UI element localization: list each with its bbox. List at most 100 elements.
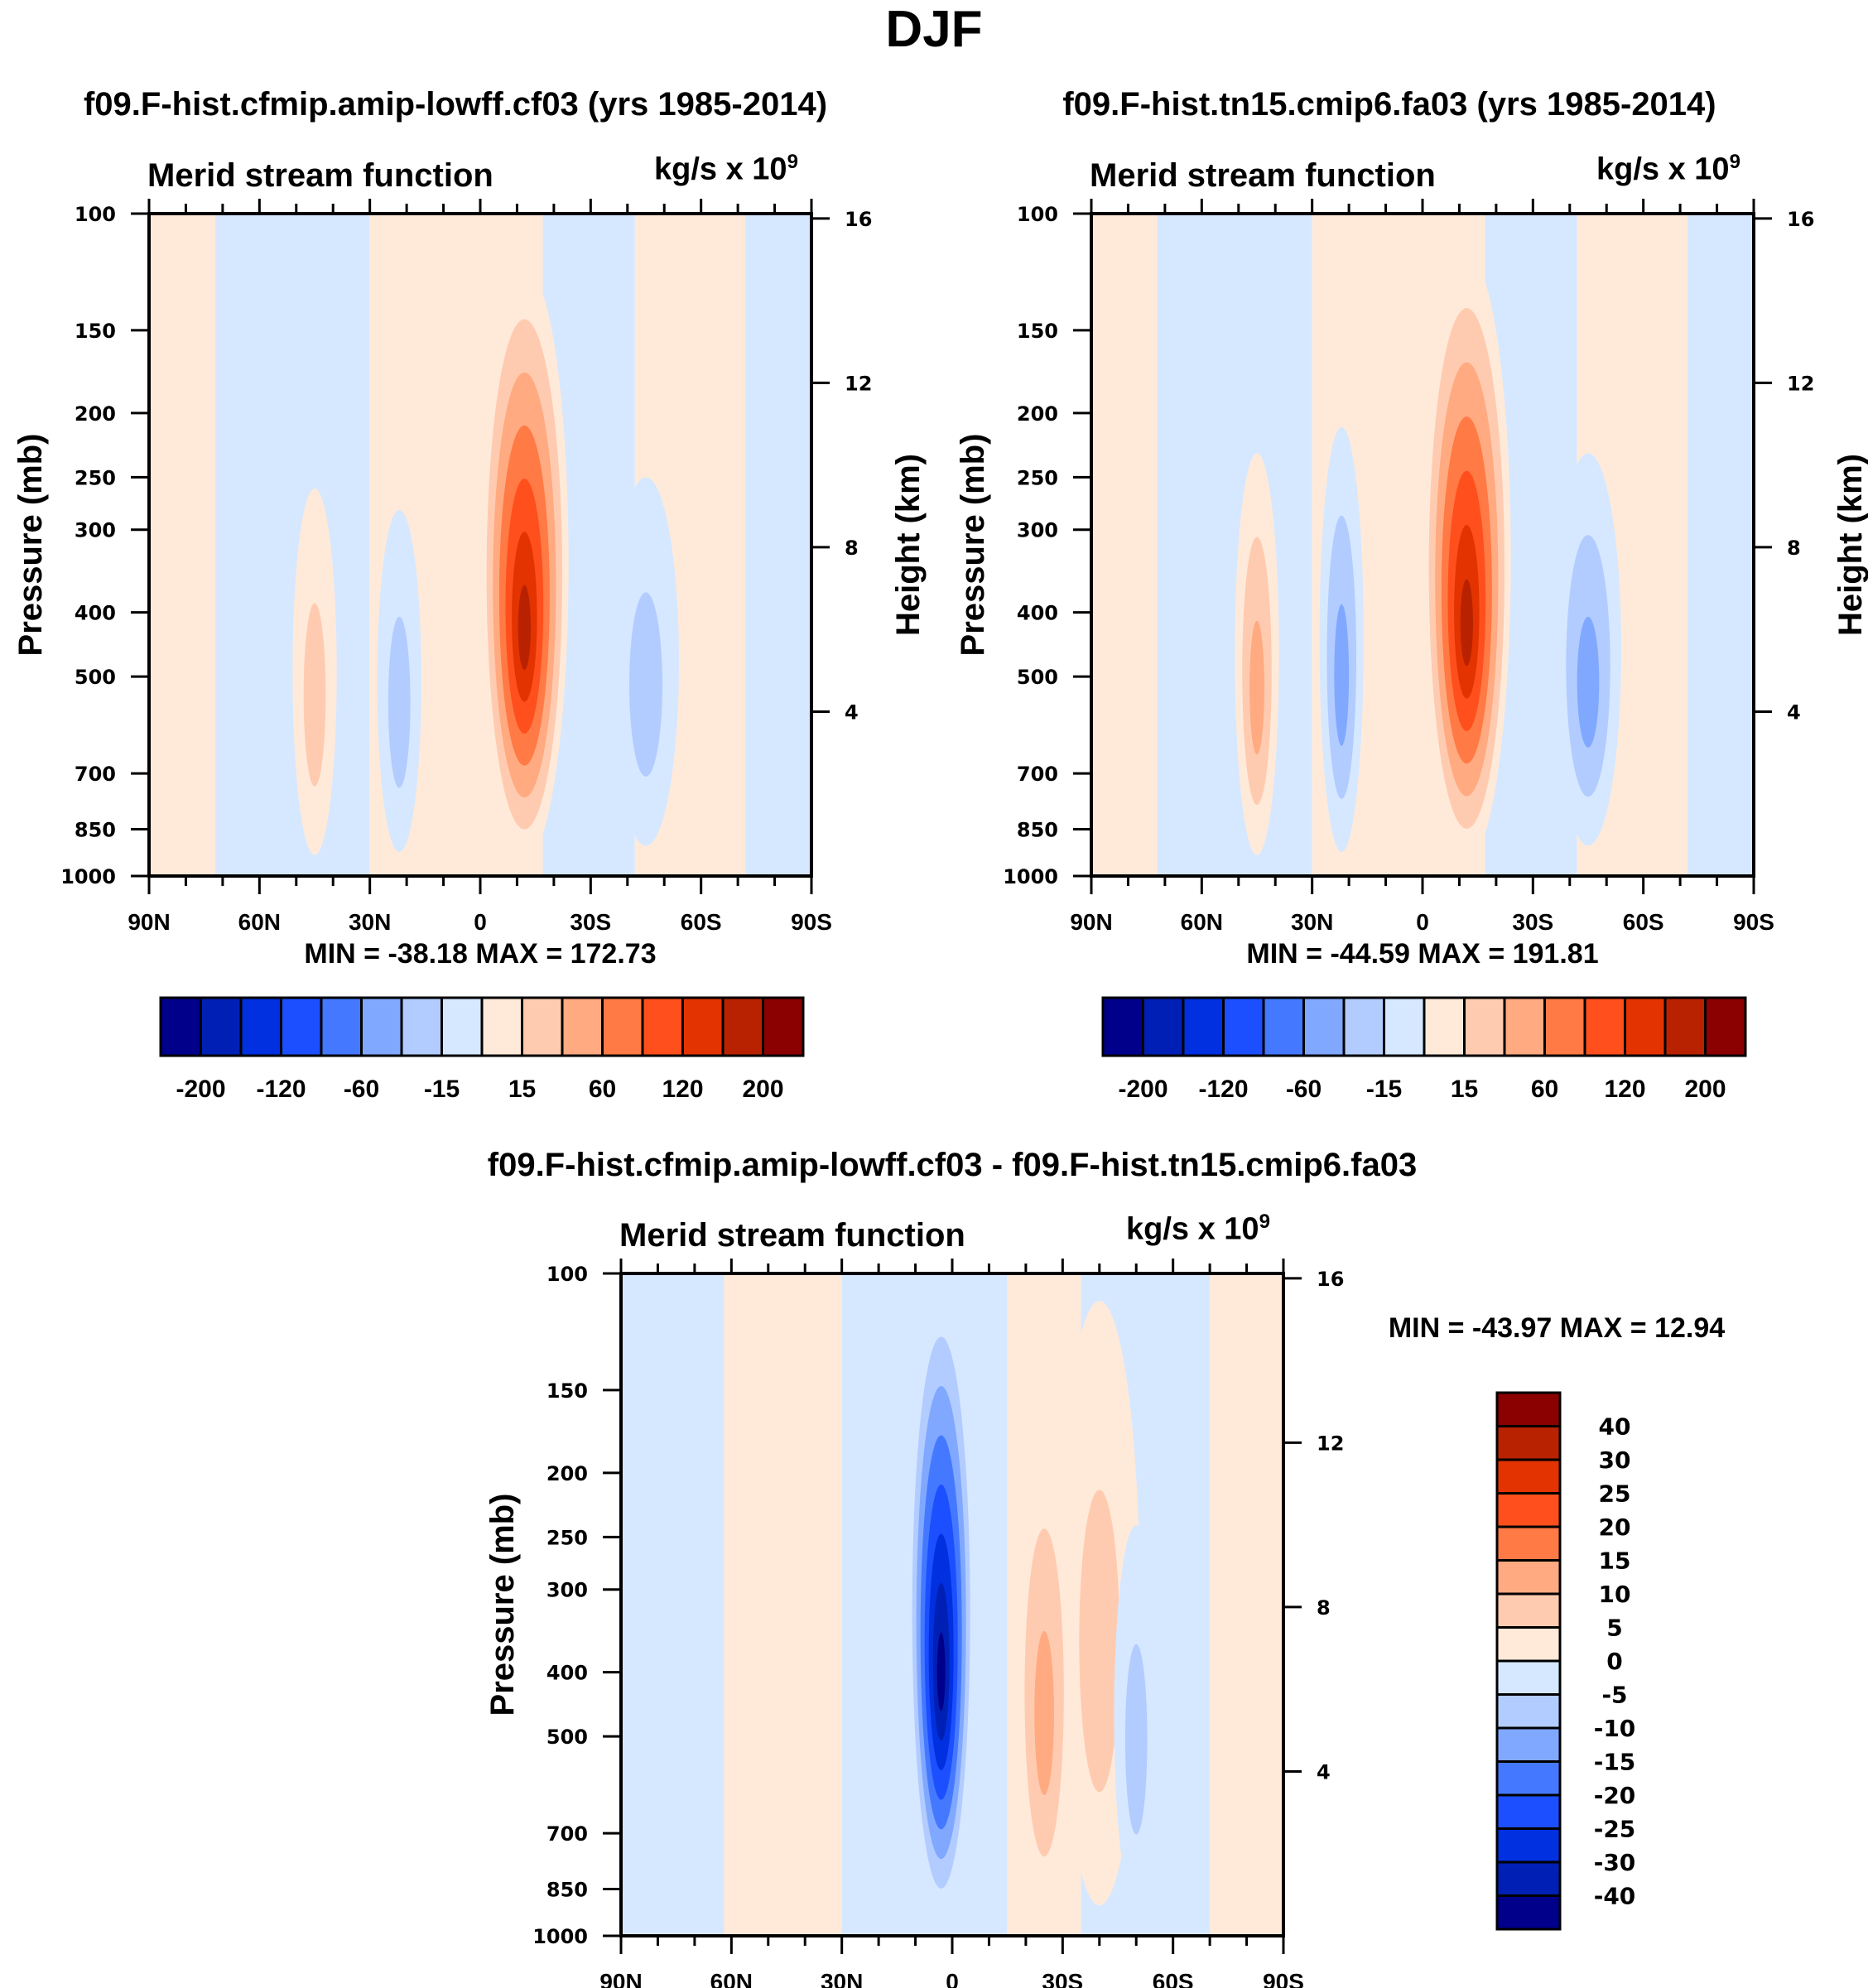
colorbar-label: 200: [742, 1076, 783, 1103]
y-tick-label: 250: [75, 466, 116, 489]
y-tick-label: 300: [1017, 519, 1058, 542]
colorbar-label: 30: [1599, 1446, 1631, 1474]
y-tick-label: 100: [75, 203, 116, 226]
sh-positive-band-contour: [1034, 1630, 1054, 1795]
x-tick-label: 30S: [1042, 1969, 1083, 1988]
y-tick-label: 500: [546, 1726, 588, 1749]
y2-tick-label: 16: [845, 208, 872, 231]
panel-diff-min-max: MIN = -43.97 MAX = 12.94: [1388, 1312, 1726, 1344]
colorbar-swatch: [1583, 996, 1626, 1057]
colorbar-swatch: [1383, 996, 1426, 1057]
figure-title: DJF: [885, 1, 983, 58]
sh-ferrel-cell-contour: [303, 603, 326, 787]
colorbar-swatch: [1495, 1559, 1562, 1596]
x-tick-label: 90S: [1263, 1969, 1304, 1988]
y2-tick-label: 12: [1317, 1432, 1344, 1455]
panel-a-colorbar: -200 -120 -60 -15 15 60 120 200: [159, 996, 805, 1103]
x-tick-label: 90N: [1070, 909, 1112, 935]
x-tick-label: 60S: [681, 909, 722, 935]
y-tick-label: 150: [75, 320, 116, 343]
colorbar-swatch: [280, 996, 323, 1057]
y2-tick-label: 8: [845, 537, 859, 560]
field-band: [215, 214, 370, 876]
colorbar-label: 40: [1599, 1413, 1631, 1441]
hadley-cell-winter-contour: [518, 585, 531, 671]
y-tick-label: 300: [75, 519, 116, 542]
y-axis-label: Pressure (mb): [955, 434, 991, 657]
units-exponent: 9: [1259, 1211, 1270, 1233]
colorbar-swatch: [1495, 1827, 1562, 1864]
colorbar-swatch: [1495, 1860, 1562, 1897]
colorbar-swatch: [1495, 1894, 1562, 1931]
y-axis-label: Pressure (mb): [12, 434, 49, 657]
colorbar-label: -200: [176, 1076, 225, 1103]
y-tick-label: 150: [1017, 320, 1058, 343]
colorbar-swatch: [1663, 996, 1707, 1057]
nh-ferrel-cell-contour: [1577, 616, 1600, 748]
sh-hadley-branch-contour: [388, 616, 411, 788]
y-tick-label: 700: [546, 1822, 588, 1846]
x-tick-label: 90S: [791, 909, 832, 935]
sh-ferrel-cell-contour: [1249, 620, 1264, 755]
colorbar-swatch: [1624, 996, 1667, 1057]
y-tick-label: 400: [75, 602, 116, 625]
units-label: kg/s x 10: [1126, 1211, 1259, 1247]
colorbar-label: 15: [1451, 1076, 1478, 1103]
y-tick-label: 250: [1017, 466, 1058, 489]
colorbar-swatch: [480, 996, 523, 1057]
field-band: [745, 214, 811, 876]
y-tick-label: 200: [546, 1462, 588, 1485]
y-tick-label: 700: [75, 763, 116, 786]
colorbar-swatch: [1495, 1726, 1562, 1763]
colorbar-swatch: [1423, 996, 1466, 1057]
colorbar-swatch: [681, 996, 725, 1057]
colorbar-label: -20: [1594, 1782, 1636, 1809]
x-tick-label: 30S: [570, 909, 611, 935]
colorbar-label: -15: [1594, 1749, 1636, 1776]
colorbar-swatch: [1495, 1425, 1562, 1461]
colorbar-swatch: [1495, 1391, 1562, 1427]
panel-b-left-string: Merid stream function: [1090, 157, 1436, 194]
colorbar-swatch: [521, 996, 564, 1057]
x-tick-label: 0: [474, 909, 487, 935]
panel-a-title: f09.F-hist.cfmip.amip-lowff.cf03 (yrs 19…: [83, 86, 828, 123]
y-tick-label: 200: [75, 402, 116, 426]
colorbar-swatch: [239, 996, 282, 1057]
x-tick-label: 30N: [1291, 909, 1333, 935]
colorbar-swatch: [1342, 996, 1385, 1057]
x-tick-label: 60N: [1181, 909, 1223, 935]
y-tick-label: 100: [1017, 203, 1058, 226]
field-band: [621, 1273, 725, 1936]
y-tick-label: 850: [1017, 819, 1058, 842]
colorbar-swatch: [1495, 1592, 1562, 1629]
colorbar-label: -10: [1594, 1715, 1636, 1742]
colorbar-label: -120: [1198, 1076, 1248, 1103]
colorbar-label: -15: [1366, 1076, 1402, 1103]
colorbar-swatch: [601, 996, 644, 1057]
y2-tick-label: 16: [1317, 1268, 1344, 1291]
y-tick-label: 1000: [60, 865, 116, 888]
colorbar-swatch: [200, 996, 243, 1057]
panel-b-colorbar: -200 -120 -60 -15 15 60 120 200: [1101, 996, 1747, 1103]
panel-diff-title: f09.F-hist.cfmip.amip-lowff.cf03 - f09.F…: [487, 1147, 1418, 1183]
equatorial-negative-contour: [936, 1632, 946, 1711]
colorbar-swatch: [641, 996, 684, 1057]
colorbar-label: -30: [1594, 1849, 1636, 1876]
colorbar-label: -200: [1118, 1076, 1168, 1103]
colorbar-label: 0: [1606, 1648, 1622, 1675]
y-tick-label: 100: [546, 1263, 588, 1286]
x-tick-label: 30N: [349, 909, 391, 935]
x-tick-label: 90N: [599, 1969, 642, 1988]
nh-positive-band-contour: [1079, 1490, 1120, 1793]
colorbar-swatch: [721, 996, 764, 1057]
sh-hadley-branch-contour: [1334, 604, 1350, 746]
x-tick-label: 60S: [1153, 1969, 1194, 1988]
colorbar-swatch: [762, 996, 805, 1057]
x-tick-label: 90N: [128, 909, 170, 935]
y-tick-label: 250: [546, 1526, 588, 1549]
panel-a-units: kg/s x 109: [654, 151, 798, 188]
y-tick-label: 850: [546, 1879, 588, 1902]
field-band: [724, 1273, 842, 1936]
colorbar-swatch: [1495, 1760, 1562, 1797]
y-tick-label: 500: [75, 666, 116, 689]
